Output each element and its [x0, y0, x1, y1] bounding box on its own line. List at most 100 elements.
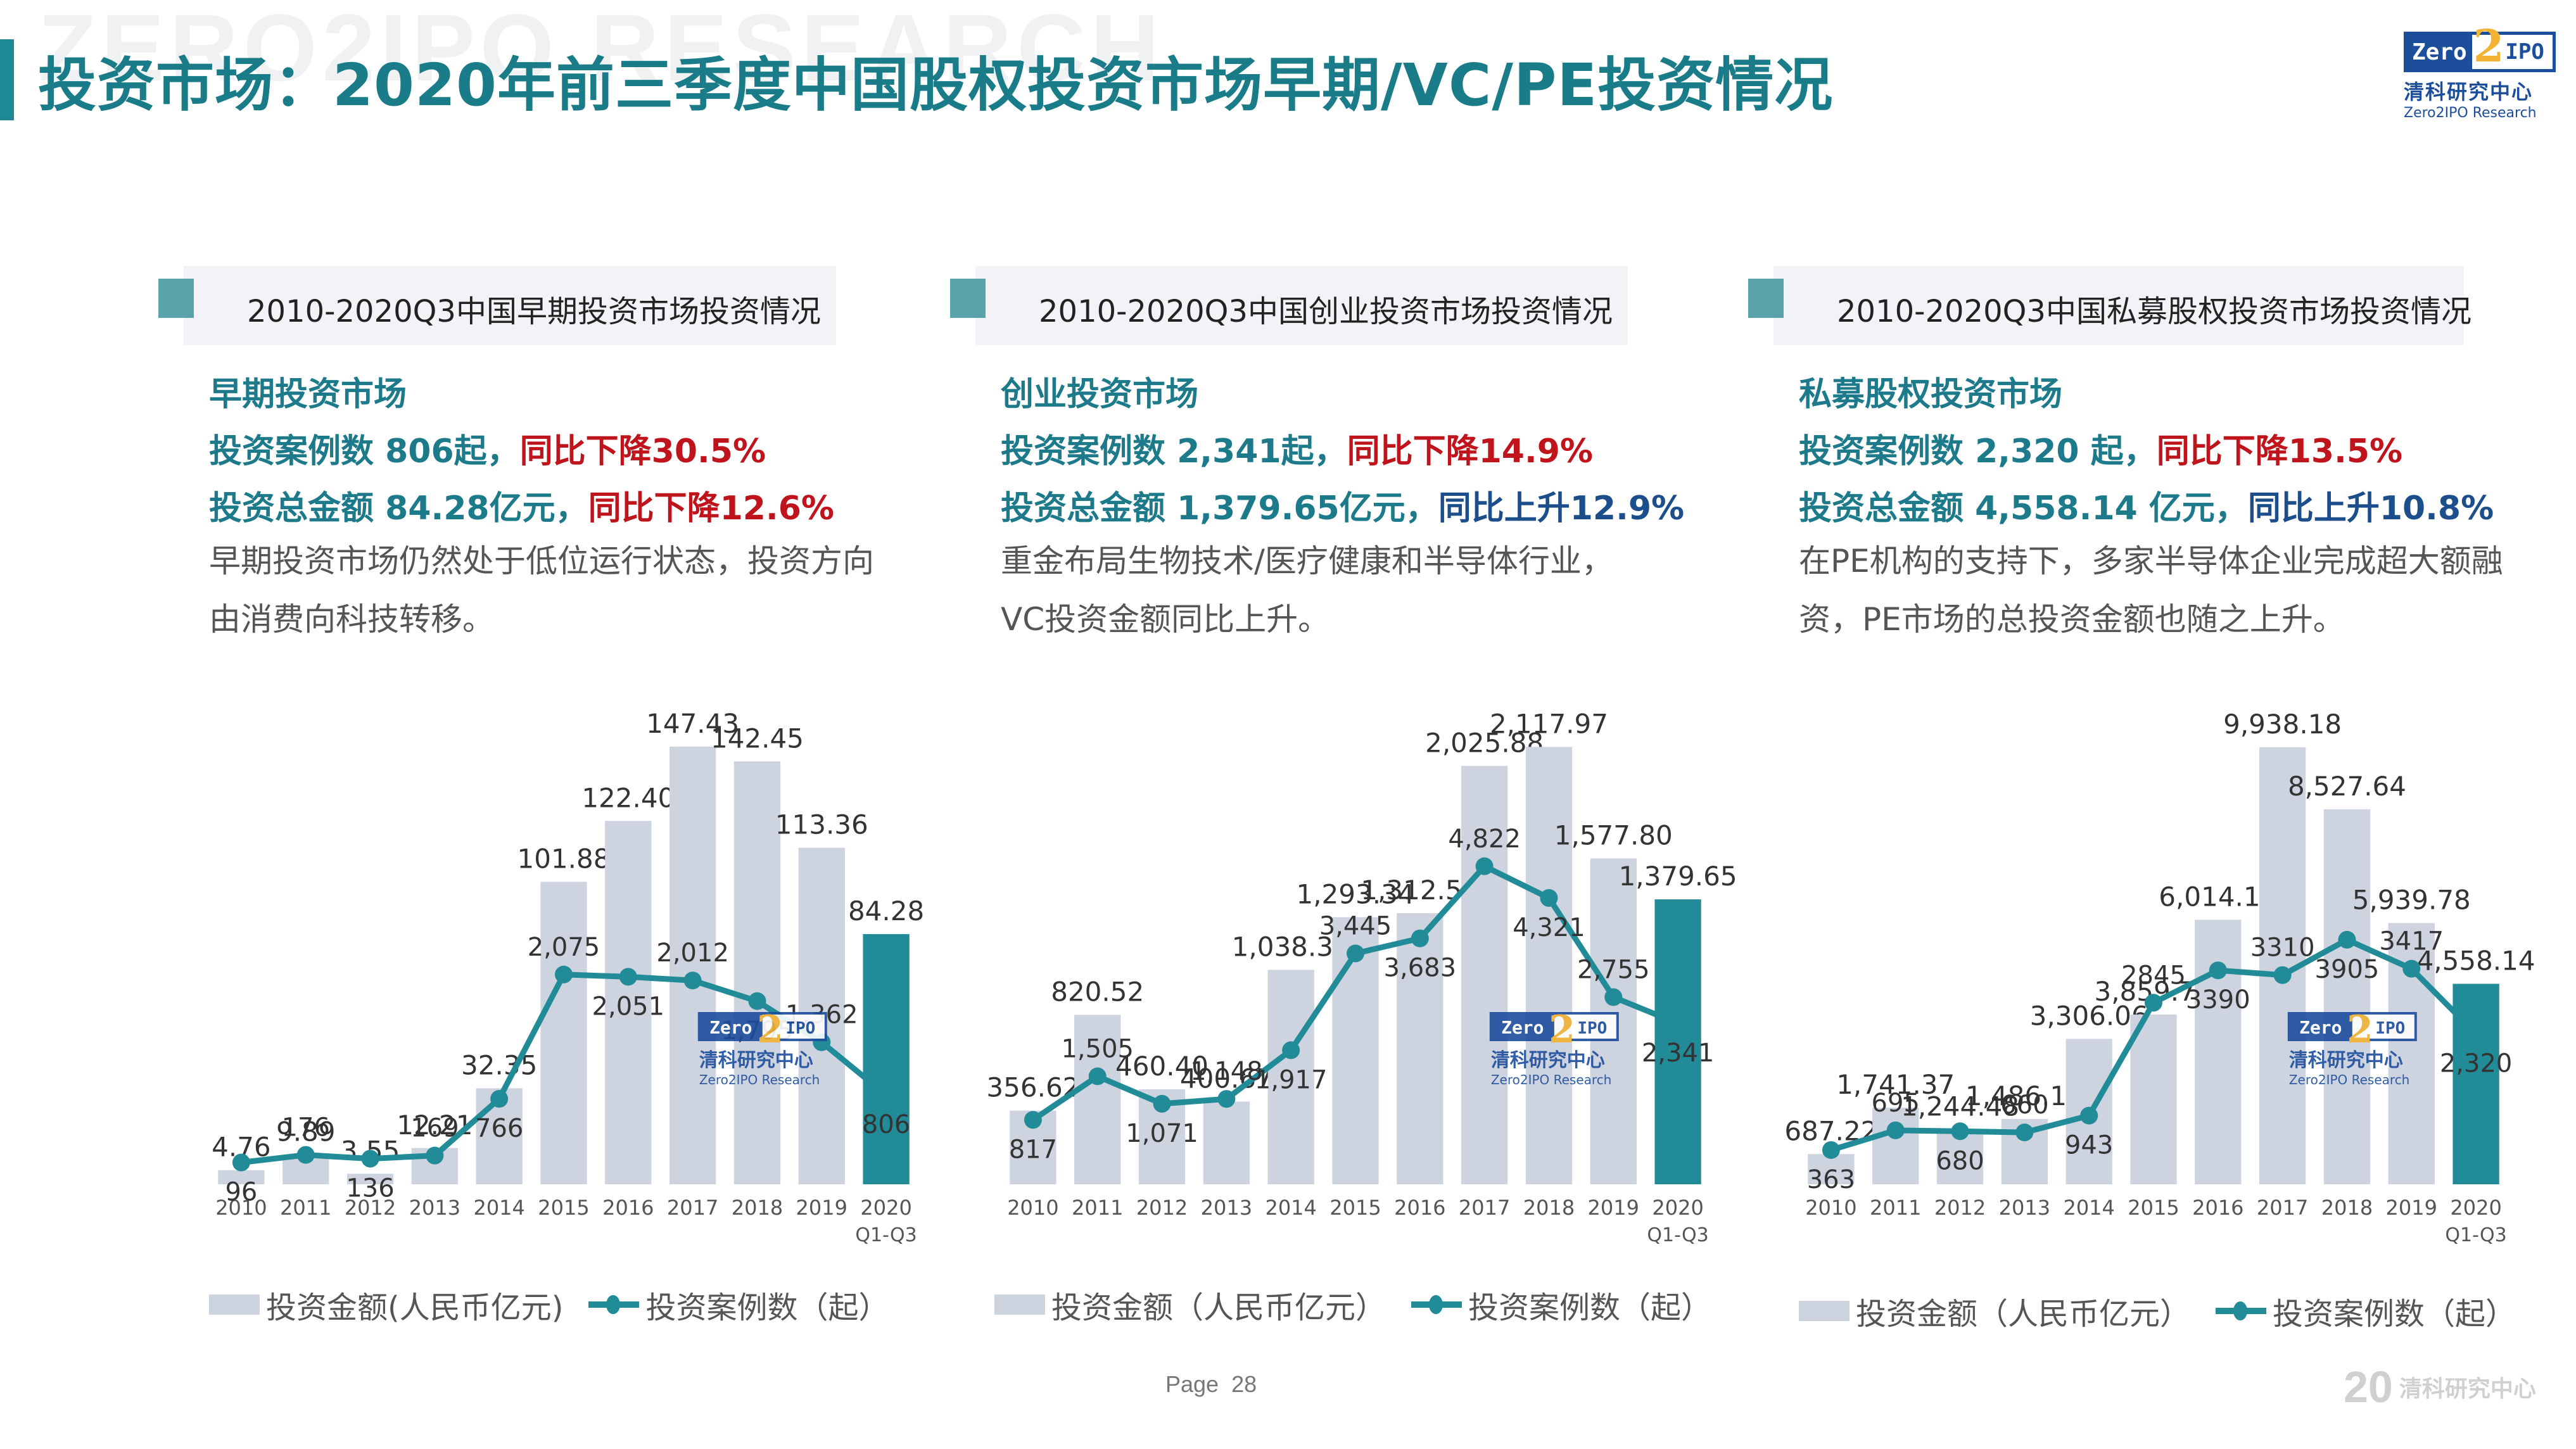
- cases-value: 投资案例数 2,341起，: [1001, 433, 1347, 471]
- title-accent-bar: [0, 39, 14, 120]
- legend-line-swatch: [588, 1295, 640, 1314]
- line-value-label: 3310: [2250, 933, 2315, 963]
- line-point: [490, 1090, 509, 1108]
- svg-text:Zero: Zero: [1501, 1017, 1544, 1038]
- bar-value-label: 8,527.64: [2288, 771, 2406, 802]
- line-value-label: 766: [475, 1114, 523, 1143]
- svg-text:Zero: Zero: [709, 1017, 752, 1038]
- combo-chart: 4.7620109.8920113.55201212.21201332.3520…: [184, 659, 969, 1260]
- line-value-label: 817: [1009, 1135, 1057, 1164]
- chart-svg: 4.7620109.8920113.55201212.21201332.3520…: [212, 708, 924, 1246]
- panel-header: 2010-2020Q3中国私募股权投资市场投资情况: [1748, 266, 2471, 345]
- legend-line-swatch: [1411, 1295, 1462, 1314]
- bar: [2323, 809, 2371, 1184]
- line-point: [2080, 1106, 2098, 1125]
- bar-value-label: 147.43: [646, 708, 739, 739]
- panel-venture-capital: 2010-2020Q3中国创业投资市场投资情况 创业投资市场 投资案例数 2,3…: [950, 241, 1761, 1349]
- bar-value-label: 1,244.48: [1901, 1091, 2019, 1122]
- bar: [1267, 970, 1314, 1184]
- line-value-label: 4,321: [1513, 913, 1585, 942]
- line-value-label: 136: [346, 1174, 394, 1203]
- panel-header-marker: [1748, 279, 1784, 318]
- line-point: [1951, 1122, 1969, 1141]
- bar-value-label: 5,939.78: [2352, 885, 2471, 916]
- line-value-label: 3,683: [1384, 954, 1457, 983]
- panel-header: 2010-2020Q3中国创业投资市场投资情况: [950, 266, 1628, 345]
- line-value-label: 806: [862, 1110, 910, 1139]
- bar: [1461, 766, 1508, 1184]
- x-axis-label: 2010: [1805, 1196, 1856, 1220]
- x-axis-label: 2011: [1870, 1196, 1921, 1220]
- line-point: [1411, 929, 1429, 947]
- page-number: Page 28: [1165, 1371, 1257, 1398]
- market-subtitle: 早期投资市场: [209, 376, 407, 414]
- market-description: 重金布局生物技术/医疗健康和半导体行业，VC投资金额同比上升。: [1001, 543, 1613, 638]
- x-axis-label: 2012: [345, 1196, 396, 1220]
- x-axis-label: 2018: [732, 1196, 783, 1220]
- page-title: 投资市场：2020年前三季度中国股权投资市场早期/VC/PE投资情况: [38, 51, 1834, 119]
- bar: [1203, 1101, 1250, 1184]
- bar: [1397, 913, 1443, 1184]
- bar: [540, 882, 587, 1184]
- bar: [2130, 1014, 2177, 1184]
- svg-text:清科研究中心: 清科研究中心: [699, 1049, 813, 1072]
- amount-change: 同比上升12.9%: [1438, 490, 1685, 528]
- svg-text:IPO: IPO: [785, 1019, 815, 1038]
- x-axis-label: 2010: [215, 1196, 267, 1220]
- legend-bar-swatch: [994, 1294, 1045, 1315]
- panel-header: 2010-2020Q3中国早期投资市场投资情况: [158, 266, 836, 345]
- svg-text:Zero2IPO Research: Zero2IPO Research: [1491, 1072, 1612, 1087]
- line-point: [2402, 959, 2421, 978]
- cases-stat: 投资案例数 806起，同比下降30.5%: [209, 424, 766, 472]
- line-value-label: 2,051: [592, 992, 665, 1021]
- bar-value-label: 9.89: [276, 1117, 336, 1148]
- panel-header-title: 2010-2020Q3中国私募股权投资市场投资情况: [1837, 294, 2471, 329]
- line-point: [1822, 1141, 1840, 1159]
- logo-en-text: Zero2IPO Research: [2404, 105, 2537, 121]
- bar-value-label: 1,577.80: [1554, 820, 1673, 851]
- x-axis-label: 2017: [2257, 1196, 2308, 1220]
- line-value-label: 3390: [2186, 985, 2250, 1015]
- logo-cn-text: 清科研究中心: [2404, 80, 2534, 104]
- bar-value-label: 1,486.12: [1965, 1080, 2084, 1111]
- logo-zero-text: Zero: [2407, 35, 2472, 69]
- x-axis-label: 2011: [1072, 1196, 1123, 1220]
- line-point: [2338, 930, 2356, 949]
- chart-svg: 687.2220101,741.3720111,244.4820121,486.…: [1784, 709, 2535, 1246]
- x-axis-label: 2012: [1934, 1196, 1986, 1220]
- x-axis-sublabel: Q1-Q3: [2445, 1224, 2506, 1246]
- line-point: [619, 968, 637, 986]
- line-value-label: 2,075: [528, 933, 600, 962]
- x-axis-label: 2014: [2063, 1196, 2114, 1220]
- x-axis-label: 2019: [796, 1196, 847, 1220]
- x-axis-label: 2019: [1588, 1196, 1639, 1220]
- legend-bar-label: 投资金额(人民币亿元): [266, 1290, 564, 1326]
- bar-value-label: 820.52: [1051, 976, 1144, 1007]
- svg-text:清科研究中心: 清科研究中心: [2289, 1049, 2403, 1072]
- amount-change: 同比下降12.6%: [588, 490, 834, 528]
- line-point: [1217, 1090, 1236, 1108]
- bar: [605, 821, 652, 1184]
- legend-bar-swatch: [1799, 1301, 1850, 1321]
- legend-bar-label: 投资金额（人民币亿元）: [1051, 1290, 1386, 1326]
- legend-line-label: 投资案例数（起）: [645, 1290, 889, 1326]
- bar-value-label: 32.35: [461, 1049, 537, 1080]
- line-value-label: 1,071: [1126, 1119, 1198, 1148]
- x-axis-label: 2016: [602, 1196, 654, 1220]
- bar-value-label: 1,293.34: [1296, 878, 1414, 909]
- x-axis-label: 2013: [1201, 1196, 1252, 1220]
- market-description: 在PE机构的支持下，多家半导体企业完成超大额融资，PE市场的总投资金额也随之上升…: [1799, 543, 2503, 638]
- x-axis-label: 2016: [1394, 1196, 1445, 1220]
- line-point: [683, 971, 702, 990]
- logo-two-glyph: 2: [2473, 19, 2504, 72]
- x-axis-label: 2015: [2128, 1196, 2179, 1220]
- market-description: 早期投资市场仍然处于低位运行状态，投资方向由消费向科技转移。: [209, 543, 874, 638]
- x-axis-label: 2012: [1136, 1196, 1188, 1220]
- amount-stat: 投资总金额 84.28亿元，同比下降12.6%: [209, 481, 834, 529]
- panel-header-title: 2010-2020Q3中国早期投资市场投资情况: [247, 294, 821, 329]
- panel-header-title: 2010-2020Q3中国创业投资市场投资情况: [1039, 294, 1613, 329]
- line-point: [1540, 889, 1558, 907]
- svg-text:清科研究中心: 清科研究中心: [1491, 1049, 1605, 1072]
